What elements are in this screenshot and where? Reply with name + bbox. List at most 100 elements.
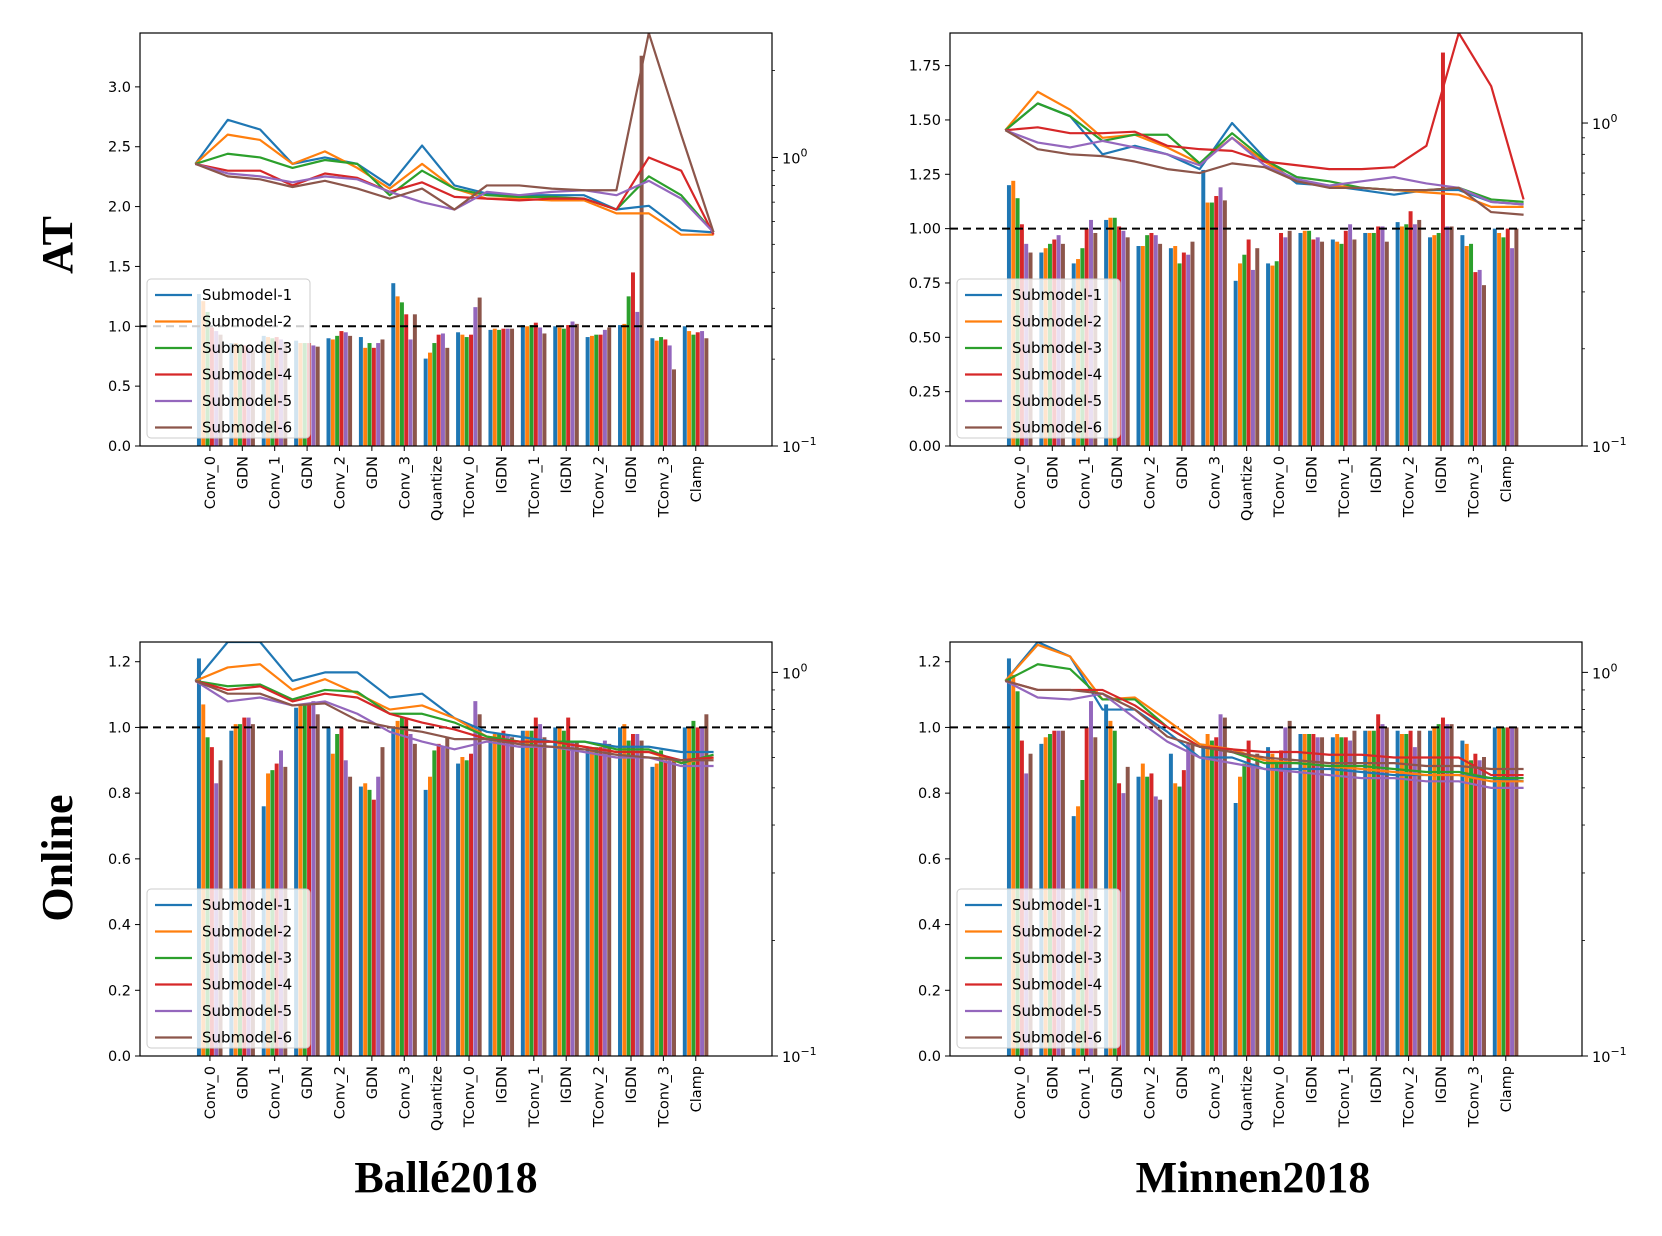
y-tick-label: 2.5 xyxy=(108,140,131,156)
bar-submodel-2-conv-3 xyxy=(395,720,400,1056)
y2-tick-label: 10−1 xyxy=(1592,435,1627,456)
bar-submodel-5-clamp xyxy=(700,331,705,446)
y-tick-label: 0.4 xyxy=(918,918,941,934)
x-tick-label: Quantize xyxy=(430,1066,446,1131)
bar-submodel-4-quantize xyxy=(1246,239,1251,446)
bar-submodel-3-tconv-2 xyxy=(594,747,599,1056)
bar-submodel-5-quantize xyxy=(440,747,445,1056)
bar-submodel-5-igdn xyxy=(635,311,640,446)
bar-submodel-4-igdn xyxy=(1311,239,1316,446)
bar-submodel-5-gdn xyxy=(1121,230,1126,446)
bar-submodel-6-igdn xyxy=(1320,241,1325,446)
bar-submodel-5-conv-3 xyxy=(1218,187,1223,446)
bar-submodel-2-tconv-0 xyxy=(460,757,465,1056)
bar-submodel-1-tconv-3 xyxy=(650,338,655,446)
bar-submodel-4-tconv-2 xyxy=(598,334,603,446)
bar-submodel-6-gdn xyxy=(380,339,385,446)
bar-submodel-1-igdn xyxy=(1298,734,1303,1056)
bar-submodel-2-igdn xyxy=(1302,230,1307,446)
bar-submodel-2-tconv-2 xyxy=(1399,734,1404,1056)
bar-submodel-3-tconv-1 xyxy=(1339,243,1344,446)
bar-submodel-1-tconv-0 xyxy=(456,763,461,1056)
legend-label-submodel-6: Submodel-6 xyxy=(202,419,292,437)
bar-submodel-1-tconv-2 xyxy=(585,337,590,446)
y-tick-label: 1.25 xyxy=(909,167,941,183)
bar-submodel-6-igdn xyxy=(639,740,644,1056)
legend-label-submodel-2: Submodel-2 xyxy=(202,313,292,331)
bar-submodel-1-igdn xyxy=(1428,237,1432,446)
bar-submodel-3-conv-3 xyxy=(1209,740,1214,1056)
bar-submodel-1-conv-3 xyxy=(391,727,396,1056)
bar-submodel-4-igdn xyxy=(1311,734,1316,1056)
bar-submodel-6-clamp xyxy=(1514,727,1519,1056)
x-tick-label: Conv_1 xyxy=(1078,1066,1094,1119)
axes-frame xyxy=(949,641,1583,1057)
y-tick-label: 1.2 xyxy=(918,655,941,671)
bar-submodel-5-conv-3 xyxy=(1218,714,1223,1056)
x-tick-label: IGDN xyxy=(494,1066,510,1104)
chart-panel-at-balle2018: 0.0 0.5 1.0 1.5 2.0 2.5 3.0 10−1 100 Conv_0 GDN Con… xyxy=(108,32,817,521)
bar-submodel-4-gdn xyxy=(307,704,312,1056)
bar-submodel-2-tconv-2 xyxy=(589,747,594,1056)
y2-tick-label: 10−1 xyxy=(782,1045,817,1066)
legend-label-submodel-2: Submodel-2 xyxy=(202,923,292,941)
column-label-balle2018: Ballé2018 xyxy=(354,1153,537,1202)
bar-submodel-5-gdn xyxy=(1186,254,1191,446)
axes-frame xyxy=(139,32,773,447)
legend: Submodel-1 Submodel-2 Submodel-3 Submodel-4… xyxy=(146,278,311,439)
bar-submodel-3-tconv-1 xyxy=(1339,737,1344,1056)
bar-submodel-5-gdn xyxy=(311,345,316,446)
line-submodel-6 xyxy=(1005,679,1524,771)
x-tick-label: IGDN xyxy=(1304,1066,1320,1104)
bar-submodel-5-tconv-3 xyxy=(667,760,672,1056)
legend-label-submodel-3: Submodel-3 xyxy=(202,339,292,357)
x-tick-label: Conv_1 xyxy=(1078,456,1094,509)
y2-tick-label: 100 xyxy=(782,146,807,167)
bar-submodel-5-conv-3 xyxy=(408,339,413,446)
bar-submodel-5-tconv-1 xyxy=(1348,224,1353,446)
bar-submodel-4-igdn xyxy=(566,325,571,446)
bar-submodel-6-conv-3 xyxy=(1222,200,1227,446)
x-tick-label: IGDN xyxy=(624,1066,640,1104)
x-tick-label: GDN xyxy=(235,1066,251,1099)
bar-submodel-6-conv-2 xyxy=(1158,799,1163,1056)
bar-submodel-4-igdn xyxy=(566,717,571,1056)
legend-label-submodel-4: Submodel-4 xyxy=(202,976,292,994)
bar-submodel-4-igdn xyxy=(630,272,635,446)
bar-submodel-3-tconv-1 xyxy=(529,730,534,1056)
bar-submodel-3-clamp xyxy=(1501,237,1506,446)
bar-submodel-4-conv-2 xyxy=(1149,773,1154,1056)
bar-submodel-4-igdn xyxy=(1376,226,1381,446)
bar-submodel-2-tconv-1 xyxy=(1335,734,1340,1056)
bar-submodel-1-gdn xyxy=(1104,704,1109,1056)
bar-submodel-6-conv-2 xyxy=(348,335,353,446)
bar-submodel-5-quantize xyxy=(1250,269,1255,446)
bar-submodel-6-igdn xyxy=(1384,241,1389,446)
bar-submodel-1-tconv-1 xyxy=(520,730,525,1056)
bar-submodel-6-igdn xyxy=(574,323,579,446)
x-tick-label: TConv_2 xyxy=(592,456,608,518)
bar-submodel-3-tconv-0 xyxy=(464,337,469,446)
bar-submodel-4-tconv-0 xyxy=(1279,750,1284,1056)
x-tick-label: GDN xyxy=(1110,1066,1126,1099)
x-tick-label: GDN xyxy=(300,1066,316,1099)
chart-panel-at-minnen2018: 0.00 0.25 0.50 0.75 1.00 1.25 1.50 1.75 10−1 100 C… xyxy=(909,32,1627,521)
bar-submodel-2-conv-3 xyxy=(1205,202,1210,446)
bar-submodel-1-igdn xyxy=(1428,730,1432,1056)
bar-submodel-3-igdn xyxy=(1436,232,1441,446)
bar-submodel-4-quantize xyxy=(436,334,441,446)
bar-submodel-1-tconv-1 xyxy=(1330,239,1335,446)
y-tick-label: 0.2 xyxy=(918,983,941,999)
x-tick-label: GDN xyxy=(1045,1066,1061,1099)
bar-submodel-1-tconv-2 xyxy=(1395,222,1400,446)
bar-submodel-6-gdn xyxy=(380,747,385,1056)
bar-submodel-2-conv-0 xyxy=(201,704,206,1056)
bar-submodel-3-tconv-2 xyxy=(594,334,599,446)
bar-submodel-4-tconv-0 xyxy=(469,334,474,446)
x-tick-label: Conv_0 xyxy=(203,456,219,509)
bar-submodel-6-tconv-2 xyxy=(607,743,612,1056)
axes-frame xyxy=(139,641,773,1057)
x-tick-label: IGDN xyxy=(1434,456,1450,494)
bar-submodel-5-igdn xyxy=(1445,724,1450,1056)
bar-submodel-3-quantize xyxy=(1242,763,1247,1056)
